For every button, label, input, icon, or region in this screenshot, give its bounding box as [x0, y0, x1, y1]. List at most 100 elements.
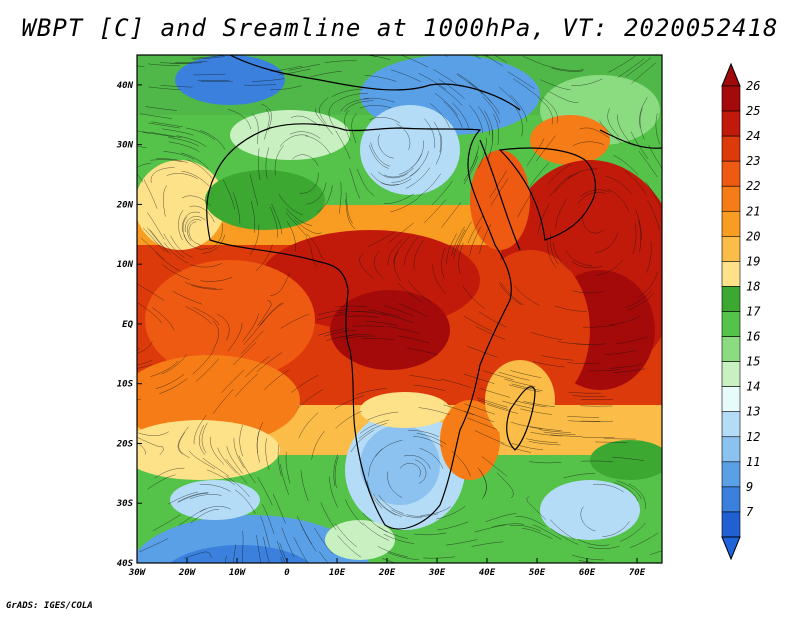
- streamline: [437, 85, 463, 106]
- streamline: [400, 55, 429, 68]
- streamline: [142, 227, 165, 252]
- streamline: [324, 329, 356, 337]
- streamline: [514, 105, 523, 137]
- streamline: [185, 306, 212, 325]
- streamline: [482, 370, 514, 380]
- streamline: [588, 369, 621, 372]
- streamline: [137, 364, 152, 369]
- streamline: [344, 499, 364, 526]
- streamline: [235, 373, 258, 397]
- streamline: [145, 106, 178, 111]
- streamline: [610, 316, 641, 326]
- streamline: [435, 133, 443, 165]
- streamline: [159, 378, 188, 394]
- streamline: [233, 544, 237, 563]
- streamline: [148, 122, 180, 129]
- streamline: [186, 159, 213, 179]
- streamline: [537, 203, 550, 234]
- streamline: [632, 222, 637, 255]
- streamline: [298, 412, 319, 438]
- streamline: [439, 79, 465, 100]
- streamline: [579, 127, 610, 138]
- streamline: [363, 97, 395, 103]
- streamline: [222, 179, 236, 210]
- streamline: [324, 60, 357, 63]
- streamline: [178, 209, 184, 241]
- streamline: [344, 110, 351, 141]
- lon-tick-label: 10W: [229, 568, 247, 578]
- streamline: [593, 483, 624, 493]
- streamline: [471, 541, 504, 547]
- streamline: [413, 239, 425, 270]
- streamline: [162, 128, 194, 136]
- streamline: [493, 113, 500, 145]
- streamline: [177, 492, 208, 503]
- streamline: [356, 169, 375, 196]
- streamline: [602, 521, 630, 537]
- streamline: [616, 336, 648, 345]
- lon-tick-label: 20W: [178, 568, 197, 578]
- streamline: [571, 78, 603, 86]
- colorbar-label: 9: [746, 480, 753, 494]
- streamline: [419, 448, 444, 469]
- lon-tick-label: 0: [284, 568, 290, 578]
- streamline: [255, 244, 273, 272]
- streamline: [362, 338, 395, 341]
- streamline: [250, 174, 259, 206]
- streamline: [655, 113, 661, 145]
- colorbar-swatch: [721, 236, 741, 262]
- streamline: [529, 461, 562, 464]
- colorbar-label: 15: [746, 355, 760, 369]
- streamline: [300, 523, 317, 552]
- coastline-layer: [206, 55, 662, 530]
- streamline: [243, 319, 265, 345]
- streamline: [208, 223, 223, 250]
- streamline: [631, 62, 656, 84]
- streamline: [340, 98, 369, 112]
- streamline: [498, 282, 522, 306]
- colorbar-label: 24: [746, 129, 760, 143]
- streamline: [217, 447, 237, 474]
- streamline: [183, 551, 212, 559]
- streamline: [397, 282, 424, 303]
- grads-credit: GrADS: IGES/COLA: [6, 601, 93, 611]
- streamline: [355, 388, 388, 396]
- streamline: [154, 467, 185, 479]
- colorbar-label: 16: [746, 330, 760, 344]
- streamline: [511, 442, 544, 451]
- streamline: [170, 235, 193, 258]
- streamline: [335, 523, 358, 548]
- streamline: [393, 236, 410, 264]
- streamline: [572, 290, 605, 294]
- streamline: [137, 431, 169, 437]
- streamline: [613, 368, 646, 373]
- streamline: [150, 361, 179, 377]
- streamline: [291, 562, 293, 563]
- streamline: [388, 222, 414, 243]
- streamline: [441, 247, 446, 280]
- streamline: [306, 233, 325, 261]
- streamline: [181, 170, 210, 187]
- streamline: [185, 127, 216, 141]
- streamline: [532, 524, 562, 540]
- streamline: [510, 95, 528, 123]
- streamline: [359, 252, 374, 279]
- streamline: [523, 401, 555, 408]
- streamline: [331, 88, 363, 97]
- streamline: [479, 387, 511, 398]
- streamline: [349, 168, 361, 199]
- streamline: [187, 219, 202, 241]
- streamline: [265, 438, 270, 470]
- lon-tick-label: 70E: [629, 568, 646, 578]
- streamline: [587, 545, 620, 549]
- streamline: [256, 534, 262, 563]
- streamline: [443, 101, 463, 128]
- colorbar-swatch: [721, 436, 741, 463]
- colorbar-swatch: [721, 411, 741, 438]
- streamline: [377, 134, 394, 159]
- streamline: [413, 435, 444, 447]
- streamline: [373, 251, 384, 280]
- streamline: [487, 129, 494, 161]
- streamline: [345, 192, 353, 224]
- streamline: [549, 234, 559, 265]
